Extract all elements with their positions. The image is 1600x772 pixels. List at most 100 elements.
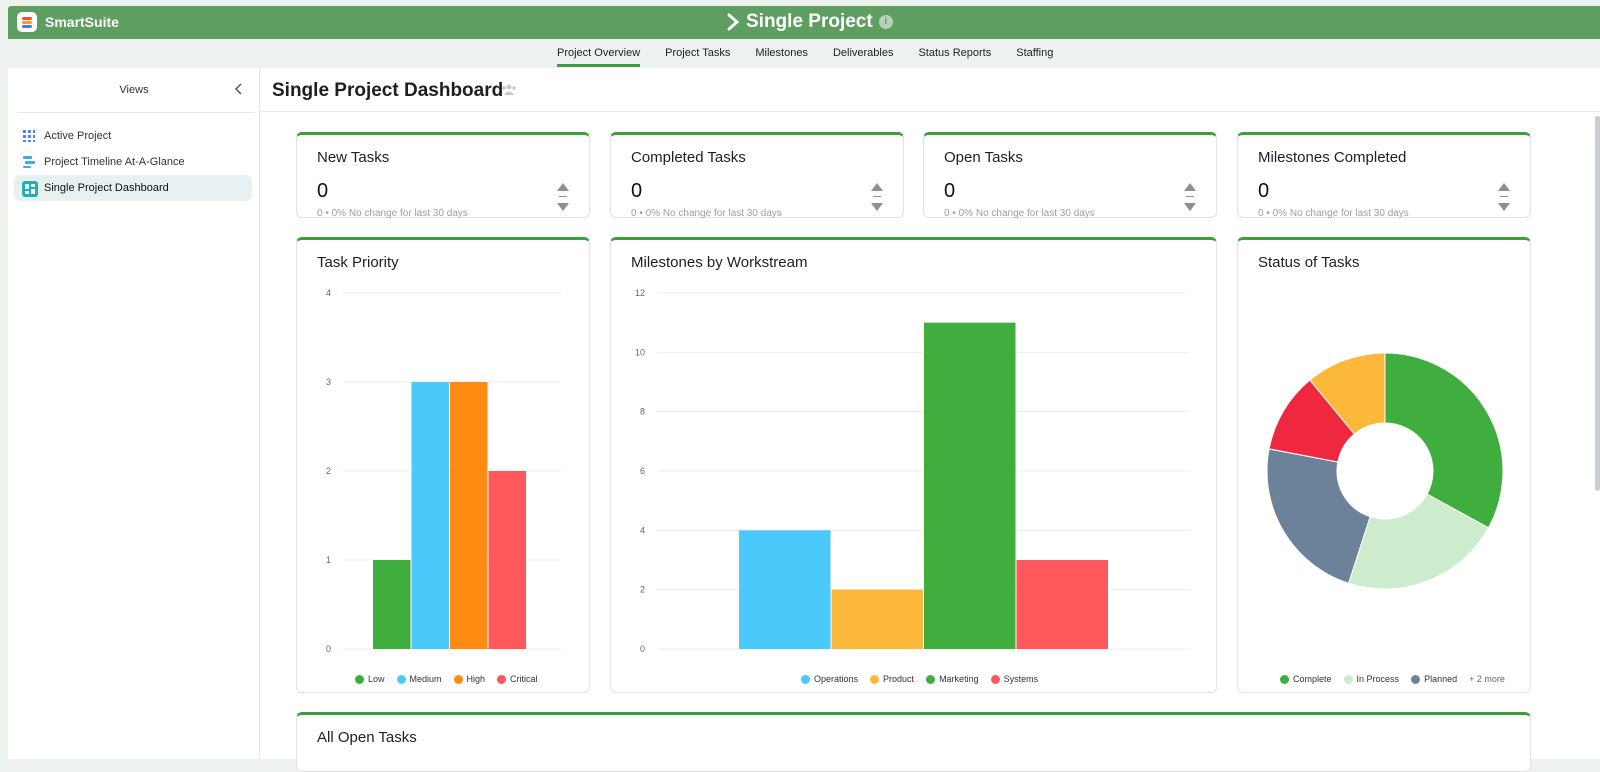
tab-bar: Project Overview Project Tasks Milestone… <box>8 39 1600 68</box>
trend-arrows-icon <box>557 183 569 215</box>
bar-operations[interactable] <box>739 530 831 649</box>
kpi-value: 0 <box>317 180 329 202</box>
sidebar-item-project-timeline[interactable]: Project Timeline At-A-Glance <box>14 149 252 175</box>
slice-complete[interactable] <box>1384 352 1504 529</box>
bar-medium[interactable] <box>411 382 450 649</box>
chart-legend: Low Medium High Critical <box>355 674 538 684</box>
legend-label: High <box>466 674 486 684</box>
kpi-card-milestones-completed[interactable]: Milestones Completed 0 0 • 0% No change … <box>1237 132 1531 219</box>
legend-label: Operations <box>814 674 859 684</box>
legend-swatch <box>396 674 406 684</box>
kpi-card-open-tasks[interactable]: Open Tasks 0 0 • 0% No change for last 3… <box>923 132 1217 219</box>
task-priority-chart: 0 1 2 3 4 <box>326 288 561 654</box>
sidebar-item-single-project-dashboard[interactable]: Single Project Dashboard <box>14 175 252 201</box>
page-title: Single Project Dashboard <box>272 80 504 101</box>
legend-label: Systems <box>1003 674 1039 684</box>
legend-item-high[interactable]: High <box>453 674 486 684</box>
kpi-change: 0 • 0% No change for last 30 days <box>631 208 782 219</box>
views-sidebar: Views Active Project Project Timeline At… <box>8 68 260 759</box>
bar-marketing[interactable] <box>924 322 1016 649</box>
tab-milestones[interactable]: Milestones <box>755 47 808 59</box>
tab-project-tasks[interactable]: Project Tasks <box>665 47 731 59</box>
bar-systems[interactable] <box>1016 560 1109 649</box>
tab-staffing[interactable]: Staffing <box>1016 47 1054 59</box>
app-logo[interactable]: SmartSuite <box>17 12 119 32</box>
legend-swatch <box>355 674 364 684</box>
project-title-text: Single Project <box>746 11 873 32</box>
legend-label: Planned <box>1424 674 1458 684</box>
kpi-value: 0 <box>944 180 956 202</box>
divider <box>18 112 254 113</box>
info-icon[interactable]: i <box>878 15 893 29</box>
legend-label: Product <box>883 674 915 684</box>
chevron-right-icon <box>727 13 740 31</box>
sidebar-item-active-project[interactable]: Active Project <box>14 123 252 149</box>
legend-item-marketing[interactable]: Marketing <box>926 674 979 684</box>
bar-low[interactable] <box>373 560 411 649</box>
chart-title: Task Priority <box>317 254 399 271</box>
timeline-icon <box>22 155 36 169</box>
slice-other-2[interactable] <box>1309 352 1386 435</box>
legend-item-low[interactable]: Low <box>355 674 385 684</box>
kpi-title: New Tasks <box>317 149 390 166</box>
chart-card-status-of-tasks[interactable]: Status of Tasks Complete In Process Planne… <box>1237 237 1531 693</box>
chart-card-milestones-by-workstream[interactable]: Milestones by Workstream 0 2 4 6 8 10 12 Opera… <box>610 237 1217 693</box>
y-tick-label: 2 <box>640 585 645 595</box>
legend-item-critical[interactable]: Critical <box>497 674 538 684</box>
kpi-card-completed-tasks[interactable]: Completed Tasks 0 0 • 0% No change for l… <box>610 132 904 219</box>
divider <box>260 111 1600 112</box>
legend-more-link[interactable]: + 2 more <box>1469 674 1505 684</box>
sidebar-item-label: Active Project <box>44 130 112 142</box>
legend-item-in-process[interactable]: In Process <box>1343 674 1400 684</box>
kpi-change: 0 • 0% No change for last 30 days <box>944 208 1095 219</box>
legend-item-product[interactable]: Product <box>870 674 914 684</box>
bar-high[interactable] <box>450 382 488 649</box>
legend-item-medium[interactable]: Medium <box>396 674 442 684</box>
legend-swatch <box>926 674 936 684</box>
kpi-title: Open Tasks <box>944 149 1023 166</box>
slice-planned[interactable] <box>1266 448 1371 584</box>
tab-status-reports[interactable]: Status Reports <box>918 47 992 59</box>
shared-users-icon[interactable] <box>501 84 517 98</box>
legend-swatch <box>453 674 463 684</box>
grid-icon <box>22 129 36 143</box>
chart-card-task-priority[interactable]: Task Priority 0 1 2 3 4 Low Medium High Critica… <box>296 237 590 693</box>
legend-swatch <box>990 674 1000 684</box>
smartsuite-logo-icon <box>17 12 37 32</box>
top-bar: SmartSuite Single Project i <box>8 6 1600 39</box>
legend-item-planned[interactable]: Planned <box>1411 674 1457 684</box>
trend-arrows-icon <box>1498 183 1510 215</box>
y-tick-label: 3 <box>326 377 331 387</box>
y-tick-label: 10 <box>635 347 645 357</box>
legend-label: In Process <box>1356 674 1400 684</box>
legend-item-complete[interactable]: Complete <box>1280 674 1332 684</box>
legend-label: Medium <box>409 674 442 684</box>
scrollbar[interactable] <box>1595 116 1600 491</box>
collapse-sidebar-icon[interactable] <box>234 82 244 98</box>
legend-label: Critical <box>510 674 538 684</box>
legend-item-systems[interactable]: Systems <box>990 674 1039 684</box>
slice-in-process[interactable] <box>1347 493 1490 590</box>
legend-swatch <box>1343 674 1353 684</box>
kpi-change: 0 • 0% No change for last 30 days <box>317 208 468 219</box>
chart-title: Milestones by Workstream <box>631 254 808 271</box>
legend-swatch <box>801 674 810 684</box>
dashboard-icon <box>22 181 38 197</box>
kpi-card-new-tasks[interactable]: New Tasks 0 0 • 0% No change for last 30… <box>296 132 590 219</box>
milestones-chart: 0 2 4 6 8 10 12 <box>635 288 1189 654</box>
tab-deliverables[interactable]: Deliverables <box>832 47 894 59</box>
kpi-title: Milestones Completed <box>1258 149 1407 166</box>
y-tick-label: 0 <box>326 644 331 654</box>
open-tasks-card[interactable]: All Open Tasks <box>296 712 1531 772</box>
y-tick-label: 4 <box>326 288 331 298</box>
project-title[interactable]: Single Project i <box>726 11 893 33</box>
y-tick-label: 8 <box>640 407 645 417</box>
status-donut-chart <box>1266 352 1504 590</box>
legend-swatch <box>870 674 880 684</box>
tab-project-overview[interactable]: Project Overview <box>557 47 641 67</box>
bar-product[interactable] <box>831 589 924 649</box>
y-tick-label: 2 <box>326 466 331 476</box>
legend-item-operations[interactable]: Operations <box>801 674 858 684</box>
chart-legend: Operations Product Marketing Systems <box>801 674 1038 684</box>
bar-critical[interactable] <box>488 471 527 649</box>
